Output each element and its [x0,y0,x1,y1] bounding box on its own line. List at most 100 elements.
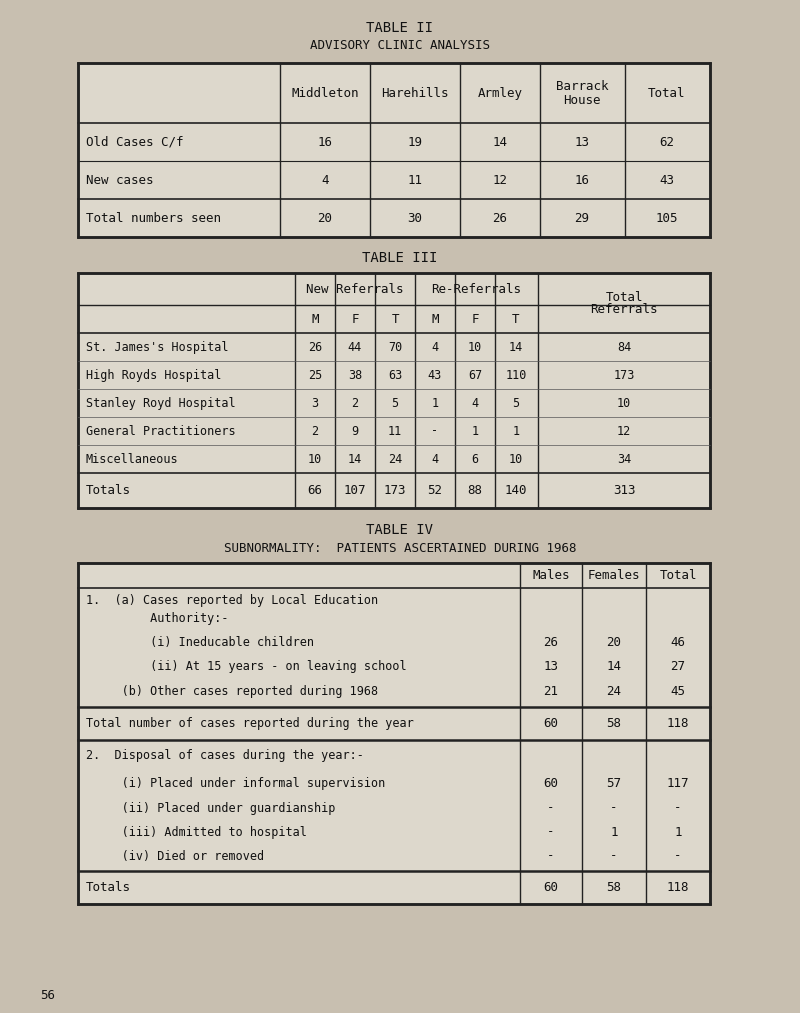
Text: Re-Referrals: Re-Referrals [431,283,522,296]
Text: 1.  (a) Cases reported by Local Education: 1. (a) Cases reported by Local Education [86,594,378,607]
Text: Authority:-: Authority:- [86,612,229,624]
Text: 26: 26 [308,340,322,354]
Text: F: F [471,312,478,325]
Text: 1: 1 [513,424,519,438]
Text: T: T [391,312,398,325]
Text: TABLE III: TABLE III [362,251,438,265]
Text: 117: 117 [666,777,690,789]
Text: 58: 58 [606,881,622,894]
Text: 46: 46 [670,635,686,648]
Text: Males: Males [532,569,570,582]
Text: Females: Females [588,569,640,582]
Text: 60: 60 [543,881,558,894]
Text: Miscellaneous: Miscellaneous [86,453,178,466]
Text: 52: 52 [427,484,442,497]
Text: 10: 10 [468,340,482,354]
Text: 45: 45 [670,685,686,698]
Text: 118: 118 [666,717,690,730]
Text: F: F [351,312,358,325]
Text: 140: 140 [505,484,527,497]
Text: 20: 20 [318,212,333,225]
Text: 24: 24 [606,685,622,698]
Text: Total numbers seen: Total numbers seen [86,212,221,225]
Text: 14: 14 [493,136,507,149]
Text: 44: 44 [348,340,362,354]
Text: 26: 26 [493,212,507,225]
Text: 25: 25 [308,369,322,382]
Text: SUBNORMALITY:  PATIENTS ASCERTAINED DURING 1968: SUBNORMALITY: PATIENTS ASCERTAINED DURIN… [224,542,576,554]
Text: 88: 88 [467,484,482,497]
Text: -: - [610,801,618,814]
Text: 4: 4 [431,340,438,354]
Text: 60: 60 [543,777,558,789]
Text: -: - [547,850,554,862]
Text: 58: 58 [606,717,622,730]
Text: 16: 16 [318,136,333,149]
Text: Total: Total [659,569,697,582]
Bar [78,63,710,237]
Text: 10: 10 [509,453,523,466]
Text: 34: 34 [617,453,631,466]
Text: (iii) Admitted to hospital: (iii) Admitted to hospital [86,826,307,839]
Text: Total number of cases reported during the year: Total number of cases reported during th… [86,717,414,730]
Text: 4: 4 [431,453,438,466]
Text: (ii) Placed under guardianship: (ii) Placed under guardianship [86,801,335,814]
Text: 11: 11 [388,424,402,438]
Text: 66: 66 [307,484,322,497]
Text: TABLE II: TABLE II [366,21,434,35]
Text: 30: 30 [407,212,422,225]
Text: 21: 21 [543,685,558,698]
Text: 38: 38 [348,369,362,382]
Text: Totals: Totals [86,881,131,894]
Text: 57: 57 [606,777,622,789]
Text: 16: 16 [574,173,590,186]
Text: Stanley Royd Hospital: Stanley Royd Hospital [86,396,236,409]
Text: Total: Total [606,291,642,304]
Text: 1: 1 [674,826,682,839]
Text: 173: 173 [384,484,406,497]
Text: 1: 1 [431,396,438,409]
Text: 173: 173 [614,369,634,382]
Text: 10: 10 [308,453,322,466]
Text: 110: 110 [506,369,526,382]
Text: 14: 14 [606,659,622,673]
Text: T: T [512,312,520,325]
Text: M: M [431,312,438,325]
Text: -: - [547,801,554,814]
Text: (b) Other cases reported during 1968: (b) Other cases reported during 1968 [86,685,378,698]
Text: High Royds Hospital: High Royds Hospital [86,369,222,382]
Text: 13: 13 [574,136,590,149]
Text: 107: 107 [344,484,366,497]
Text: 5: 5 [513,396,519,409]
Text: 10: 10 [617,396,631,409]
Text: (ii) At 15 years - on leaving school: (ii) At 15 years - on leaving school [86,659,406,673]
Text: 2.  Disposal of cases during the year:-: 2. Disposal of cases during the year:- [86,749,364,762]
Text: 29: 29 [574,212,590,225]
Text: Referrals: Referrals [590,303,658,315]
Text: -: - [431,424,438,438]
Text: New cases: New cases [86,173,154,186]
Text: St. James's Hospital: St. James's Hospital [86,340,229,354]
Text: 3: 3 [311,396,318,409]
Bar [78,563,710,904]
Text: House: House [563,93,601,106]
Text: 67: 67 [468,369,482,382]
Text: 4: 4 [322,173,329,186]
Text: 43: 43 [428,369,442,382]
Text: 11: 11 [407,173,422,186]
Text: 4: 4 [471,396,478,409]
Text: -: - [674,801,682,814]
Text: Middleton: Middleton [291,86,358,99]
Text: 14: 14 [509,340,523,354]
Text: 62: 62 [659,136,674,149]
Text: 9: 9 [351,424,358,438]
Text: TABLE IV: TABLE IV [366,523,434,537]
Text: 118: 118 [666,881,690,894]
Text: New Referrals: New Referrals [306,283,404,296]
Text: ADVISORY CLINIC ANALYSIS: ADVISORY CLINIC ANALYSIS [310,38,490,52]
Text: 43: 43 [659,173,674,186]
Text: -: - [674,850,682,862]
Text: 6: 6 [471,453,478,466]
Text: (i) Placed under informal supervision: (i) Placed under informal supervision [86,777,386,789]
Text: 70: 70 [388,340,402,354]
